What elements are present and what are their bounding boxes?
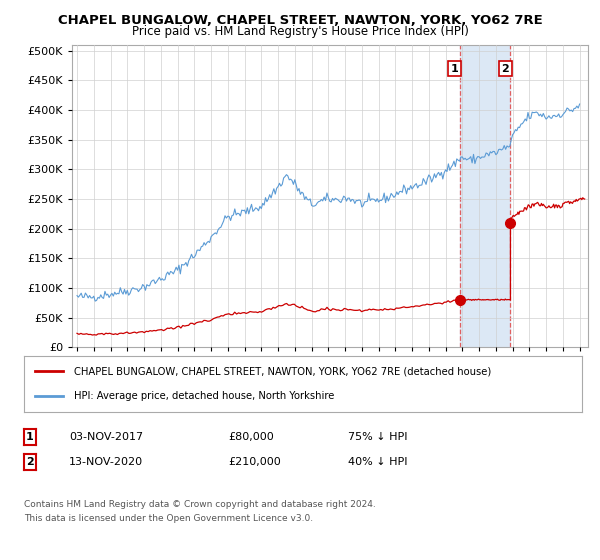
Bar: [460, 45, 511, 347]
Text: This data is licensed under the Open Government Licence v3.0.: This data is licensed under the Open Gov…: [24, 514, 313, 523]
Text: £80,000: £80,000: [228, 432, 274, 442]
Text: 40% ↓ HPI: 40% ↓ HPI: [348, 457, 407, 467]
Text: CHAPEL BUNGALOW, CHAPEL STREET, NAWTON, YORK, YO62 7RE (detached house): CHAPEL BUNGALOW, CHAPEL STREET, NAWTON, …: [74, 366, 491, 376]
Text: £210,000: £210,000: [228, 457, 281, 467]
Text: 1: 1: [26, 432, 34, 442]
Text: HPI: Average price, detached house, North Yorkshire: HPI: Average price, detached house, Nort…: [74, 391, 335, 401]
Text: 2: 2: [26, 457, 34, 467]
Text: Price paid vs. HM Land Registry's House Price Index (HPI): Price paid vs. HM Land Registry's House …: [131, 25, 469, 38]
Text: 1: 1: [451, 63, 458, 73]
Text: 75% ↓ HPI: 75% ↓ HPI: [348, 432, 407, 442]
Text: CHAPEL BUNGALOW, CHAPEL STREET, NAWTON, YORK, YO62 7RE: CHAPEL BUNGALOW, CHAPEL STREET, NAWTON, …: [58, 14, 542, 27]
Text: 03-NOV-2017: 03-NOV-2017: [69, 432, 143, 442]
Text: Contains HM Land Registry data © Crown copyright and database right 2024.: Contains HM Land Registry data © Crown c…: [24, 500, 376, 508]
Text: 13-NOV-2020: 13-NOV-2020: [69, 457, 143, 467]
Text: 2: 2: [502, 63, 509, 73]
